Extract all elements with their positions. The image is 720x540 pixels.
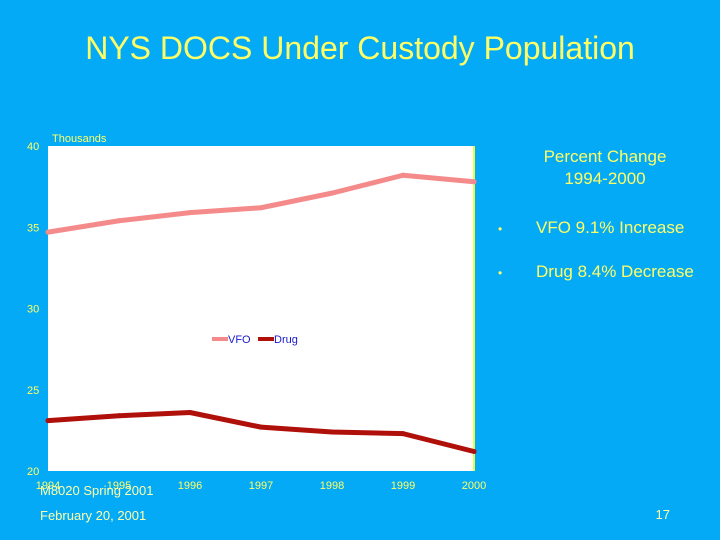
data-point-vfo bbox=[400, 172, 406, 178]
y-tick-label: 35 bbox=[27, 222, 39, 234]
data-point-vfo bbox=[116, 218, 122, 224]
y-tick-label: 30 bbox=[27, 304, 39, 316]
y-axis-label: Thousands bbox=[52, 133, 107, 145]
x-tick-label: 1997 bbox=[249, 480, 273, 492]
legend-label-drug: Drug bbox=[274, 334, 298, 346]
x-tick-label: 1999 bbox=[391, 480, 415, 492]
data-point-vfo bbox=[471, 179, 477, 185]
bullet-icon: • bbox=[498, 265, 503, 280]
page-number: 17 bbox=[655, 507, 670, 522]
y-tick-label: 40 bbox=[27, 141, 39, 153]
x-tick-label: 1995 bbox=[107, 480, 131, 492]
x-tick-label: 1998 bbox=[320, 480, 344, 492]
data-point-drug bbox=[329, 429, 335, 435]
data-point-vfo bbox=[258, 205, 264, 211]
footer-date: February 20, 2001 bbox=[40, 508, 147, 523]
y-tick-label: 20 bbox=[27, 466, 39, 478]
footer-course: M8020 Spring 2001 bbox=[40, 483, 154, 498]
data-point-drug bbox=[400, 431, 406, 437]
x-tick-label: 2000 bbox=[462, 480, 486, 492]
vfo-change-text: VFO 9.1% Increase bbox=[536, 218, 685, 237]
data-point-drug bbox=[116, 413, 122, 419]
legend-label-vfo: VFO bbox=[228, 334, 251, 346]
plot-area bbox=[48, 146, 474, 471]
percent-change-heading: Percent Change 1994-2000 bbox=[520, 146, 690, 190]
y-tick-label: 25 bbox=[27, 385, 39, 397]
data-point-drug bbox=[258, 424, 264, 430]
data-point-drug bbox=[471, 449, 477, 454]
data-point-vfo bbox=[329, 190, 335, 196]
data-point-vfo bbox=[45, 229, 51, 235]
drug-change-item: • Drug 8.4% Decrease bbox=[498, 262, 694, 282]
data-point-drug bbox=[187, 410, 193, 415]
bullet-icon: • bbox=[498, 221, 503, 236]
data-point-drug bbox=[45, 418, 51, 424]
percent-change-heading-line2: 1994-2000 bbox=[564, 169, 646, 188]
percent-change-heading-line1: Percent Change bbox=[543, 147, 667, 166]
slide-title: NYS DOCS Under Custody Population bbox=[85, 30, 635, 66]
drug-change-text: Drug 8.4% Decrease bbox=[536, 262, 694, 281]
x-tick-label: 1994 bbox=[36, 480, 60, 492]
vfo-change-item: • VFO 9.1% Increase bbox=[498, 218, 684, 238]
x-tick-label: 1996 bbox=[178, 480, 202, 492]
data-point-vfo bbox=[187, 210, 193, 216]
